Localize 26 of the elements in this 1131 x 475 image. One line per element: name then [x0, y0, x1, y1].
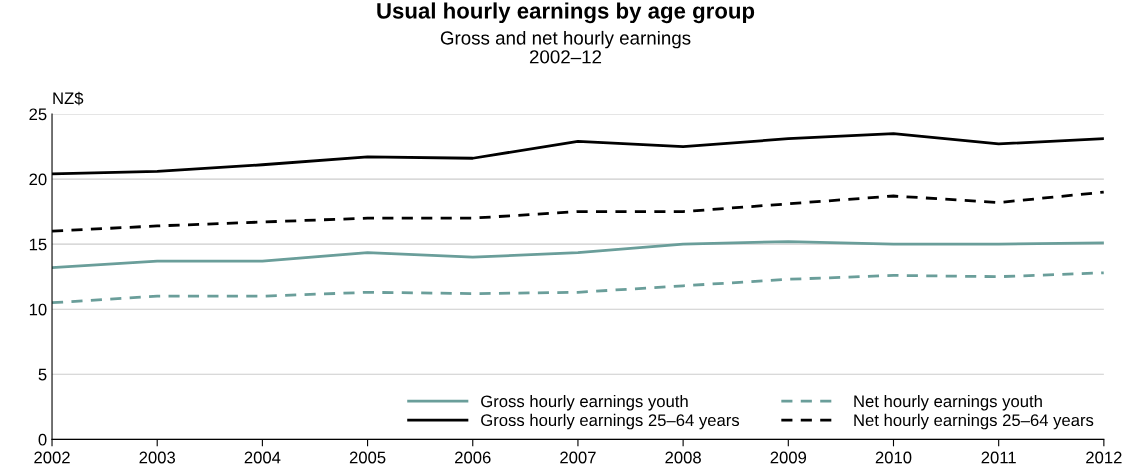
x-tick-label: 2010 [875, 451, 912, 464]
y-tick-label: 5 [38, 368, 47, 381]
x-tick-label: 2011 [981, 451, 1016, 464]
y-tick-label: 0 [38, 433, 47, 446]
y-axis-title: NZ$ [53, 91, 84, 106]
x-tick-label: 2007 [560, 451, 596, 464]
legend-label: Gross hourly earnings 25–64 years [481, 413, 740, 430]
x-tick-label: 2006 [455, 451, 491, 464]
x-tick-label: 2005 [349, 451, 386, 464]
x-tick-label: 2012 [1086, 451, 1122, 464]
x-tick-label: 2004 [244, 451, 281, 464]
y-tick-label: 15 [29, 238, 47, 251]
x-tick-label: 2003 [139, 451, 176, 464]
y-tick-label: 10 [29, 303, 47, 316]
x-tick-label: 2009 [770, 451, 807, 464]
x-tick-label: 2002 [34, 451, 70, 464]
line-series [52, 240, 1104, 269]
chart-title: Usual hourly earnings by age group [377, 2, 755, 24]
legend-label: Net hourly earnings 25–64 years [854, 413, 1094, 430]
chart-subtitle: Gross and net hourly earnings 2002–12 [440, 30, 691, 64]
line-series [52, 271, 1104, 305]
legend-label: Net hourly earnings youth [854, 394, 1042, 411]
y-tick-label: 25 [29, 108, 47, 121]
x-tick-label: 2008 [665, 451, 701, 464]
y-tick-label: 20 [29, 173, 47, 186]
legend-label: Gross hourly earnings youth [481, 394, 688, 411]
